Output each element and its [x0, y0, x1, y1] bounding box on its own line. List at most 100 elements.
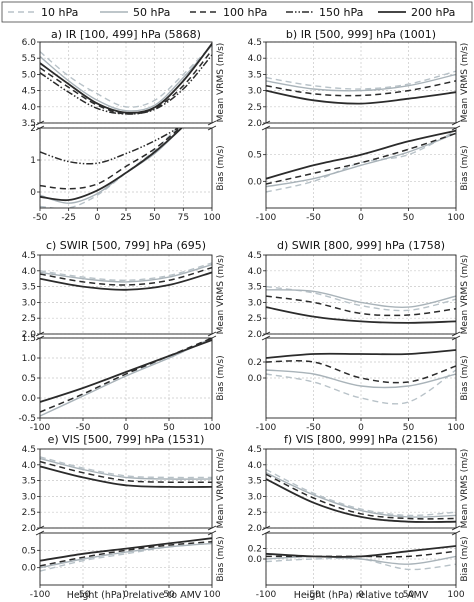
y-tick-label: -0.5	[18, 414, 36, 424]
series-line-200-hPa	[266, 349, 456, 359]
series-line-50-hPa	[266, 369, 456, 389]
y-tick-label: 5.0	[22, 70, 37, 80]
y-tick-label: 4.5	[248, 445, 262, 455]
series-line-100-hPa	[40, 540, 212, 567]
series-line-10-hPa	[40, 44, 212, 108]
x-tick-label: -25	[61, 213, 76, 223]
y-tick-label: 3.5	[22, 283, 36, 293]
x-tick-label: -100	[256, 423, 277, 433]
series-line-200-hPa	[266, 306, 456, 324]
plot-frame	[265, 127, 457, 209]
y-tick-label: 3.5	[248, 283, 262, 293]
series-line-10-hPa	[266, 468, 456, 517]
series-line-10-hPa	[40, 456, 212, 479]
series-line-50-hPa	[266, 132, 456, 188]
y-label-bias: Bias (m/s)	[216, 536, 226, 581]
x-tick-label: 50	[149, 213, 161, 223]
x-tick-label: 50	[403, 590, 415, 600]
series-line-200-hPa	[266, 129, 456, 180]
x-tick-label: 50	[403, 213, 415, 223]
y-tick-label: 0.0	[248, 555, 263, 565]
series-line-150-hPa	[40, 54, 212, 115]
x-tick-label: -50	[306, 423, 321, 433]
y-tick-label: 3.5	[248, 477, 262, 487]
series-line-50-hPa	[266, 73, 456, 92]
y-label-vrms: Mean VRMS (m/s)	[216, 43, 226, 123]
series-line-100-hPa	[40, 266, 212, 286]
x-tick-label: 100	[447, 423, 464, 433]
x-tick-label: 50	[163, 423, 175, 433]
x-tick-label: 100	[203, 213, 220, 223]
plot-frame	[39, 532, 213, 586]
legend: 10 hPa 50 hPa 100 hPa 150 hPa 200 hPa	[1, 1, 473, 23]
x-tick-label: 0	[94, 213, 100, 223]
y-tick-label: 2.0	[248, 119, 263, 129]
x-tick-label: 0	[358, 590, 364, 600]
series-line-200-hPa	[266, 89, 456, 105]
axis-break-mark	[207, 525, 217, 536]
y-tick-label: 0.2	[248, 545, 262, 555]
y-tick-label: 4.0	[22, 267, 37, 277]
y-tick-label: 4.0	[248, 461, 263, 471]
axis-break-mark	[261, 331, 271, 341]
panel-title: e) VIS [500, 799] hPa (1531)	[48, 433, 205, 446]
y-tick-label: 5.5	[22, 54, 36, 64]
legend-box	[1, 1, 473, 23]
y-tick-label: 3.0	[248, 298, 263, 308]
y-label-vrms: Mean VRMS (m/s)	[460, 255, 470, 335]
panel-title: c) SWIR [500, 799] hPa (695)	[46, 239, 206, 252]
y-tick-label: 1.0	[22, 354, 37, 364]
y-tick-label: 4.5	[248, 38, 262, 48]
series-line-50-hPa	[40, 44, 212, 112]
series-line-200-hPa	[40, 43, 212, 114]
y-label-vrms: Mean VRMS (m/s)	[216, 449, 226, 529]
y-label-vrms: Mean VRMS (m/s)	[460, 449, 470, 529]
y-tick-label: 3.5	[248, 70, 262, 80]
series-line-50-hPa	[266, 472, 456, 518]
series-line-50-hPa	[40, 457, 212, 480]
x-tick-label: 100	[447, 590, 464, 600]
series-line-100-hPa	[266, 473, 456, 520]
plot-frame	[265, 448, 457, 529]
x-tick-label: -50	[76, 423, 91, 433]
series-line-200-hPa	[40, 128, 183, 202]
y-tick-label: 0.5	[22, 546, 36, 556]
series-line-200-hPa	[40, 537, 212, 562]
series-line-100-hPa	[266, 295, 456, 317]
series-line-100-hPa	[40, 128, 181, 190]
series-line-200-hPa	[40, 339, 212, 403]
y-tick-label: 4.5	[248, 251, 262, 261]
panels: a) IR [100, 499] hPa (5868) 3.5 4.0 4.5 5.0 5…	[18, 28, 470, 600]
axis-break-mark	[35, 120, 45, 131]
x-tick-label: 0	[358, 423, 364, 433]
y-tick-label: 0.5	[248, 151, 262, 161]
x-axis-label-left: Height (hPa) relative to AMV	[67, 590, 202, 601]
axis-break-mark	[451, 331, 461, 341]
y-label-bias: Bias (m/s)	[460, 536, 470, 581]
y-tick-label: 2.0	[248, 524, 263, 534]
plot-frame	[265, 337, 457, 419]
series-line-200-hPa	[266, 478, 456, 523]
series-line-150-hPa	[40, 128, 180, 165]
series-line-10-hPa	[266, 557, 456, 571]
x-tick-label: 0	[123, 423, 129, 433]
y-tick-label: 0.0	[248, 374, 263, 384]
series-line-10-hPa	[266, 70, 456, 90]
series-line-10-hPa	[40, 262, 212, 282]
x-tick-label: 50	[403, 423, 415, 433]
y-tick-label: 2.5	[248, 508, 262, 518]
y-tick-label: 0.2	[248, 358, 262, 368]
plot-frame	[265, 41, 457, 124]
axis-break-mark	[35, 525, 45, 536]
y-tick-label: 4.5	[22, 445, 36, 455]
x-axis-label-right: Height (hPa) relative to AMV	[294, 590, 429, 601]
y-label-bias: Bias (m/s)	[460, 355, 470, 400]
x-tick-label: 100	[203, 590, 220, 600]
panel-4: e) VIS [500, 799] hPa (1531) 2.0 2.5 3.0 3.5…	[22, 433, 226, 600]
panel-title: a) IR [100, 499] hPa (5868)	[51, 28, 201, 41]
series-line-100-hPa	[266, 360, 456, 384]
x-tick-label: -100	[30, 590, 51, 600]
legend-label-2: 100 hPa	[223, 6, 267, 19]
y-label-bias: Bias (m/s)	[216, 145, 226, 190]
panel-title: f) VIS [800, 999] hPa (2156)	[284, 433, 438, 446]
